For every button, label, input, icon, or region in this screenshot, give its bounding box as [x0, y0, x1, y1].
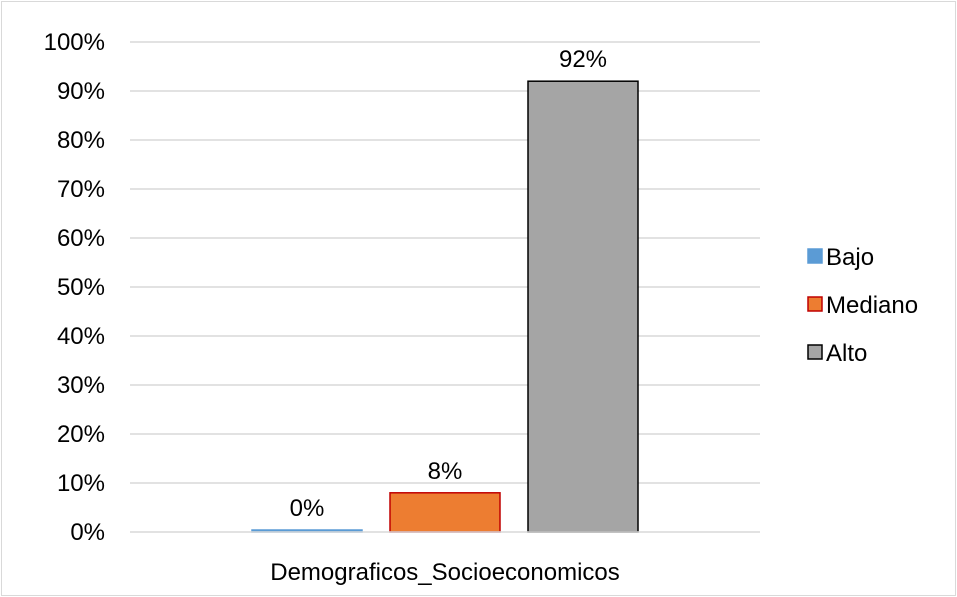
data-label-bajo: 0% [290, 495, 325, 522]
y-tick-label: 100% [44, 29, 105, 56]
legend-swatch-alto [807, 344, 823, 360]
y-tick-label: 60% [57, 225, 105, 252]
data-label-alto: 92% [559, 46, 607, 73]
y-tick-label: 10% [57, 470, 105, 497]
category-label: Demograficos_Socioeconomicos [270, 559, 620, 586]
legend: Bajo Mediano Alto [807, 244, 918, 367]
y-tick-label: 30% [57, 372, 105, 399]
bar-alto [527, 80, 639, 533]
data-labels: 0% 8% 92% [290, 46, 607, 522]
y-tick-label: 40% [57, 323, 105, 350]
y-tick-label: 70% [57, 176, 105, 203]
legend-label-alto: Alto [826, 340, 867, 367]
y-tick-label: 20% [57, 421, 105, 448]
y-tick-label: 50% [57, 274, 105, 301]
y-tick-label: 80% [57, 127, 105, 154]
gridlines [130, 41, 760, 484]
legend-label-mediano: Mediano [826, 292, 918, 319]
y-tick-label: 90% [57, 78, 105, 105]
legend-swatch-mediano [807, 296, 823, 312]
data-label-mediano: 8% [428, 458, 463, 485]
legend-label-bajo: Bajo [826, 244, 874, 271]
legend-swatch-bajo [807, 248, 823, 264]
bar-mediano [389, 492, 501, 533]
y-tick-label: 0% [70, 519, 105, 546]
y-axis-ticks: 0% 10% 20% 30% 40% 50% 60% 70% 80% 90% 100% [44, 29, 105, 546]
